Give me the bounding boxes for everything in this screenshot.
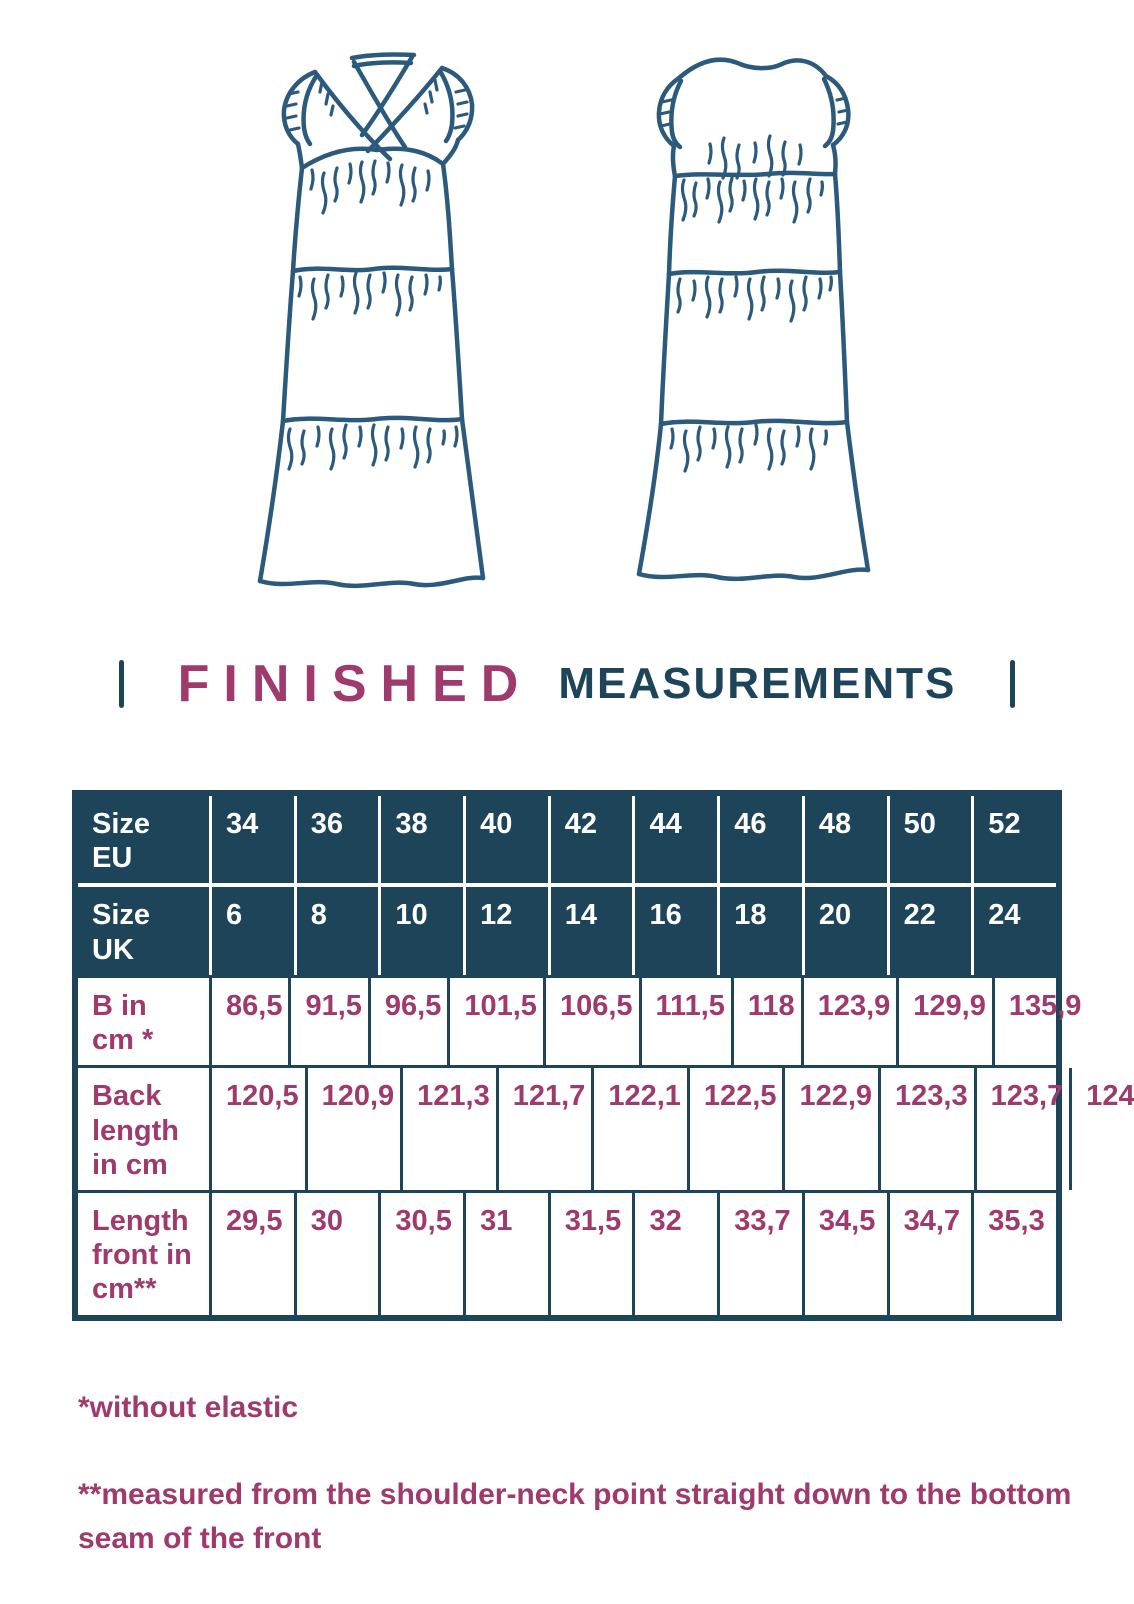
front-length-value: 32 <box>632 1192 717 1315</box>
back-length-value: 122,9 <box>782 1068 878 1190</box>
front-length-value: 34,7 <box>886 1192 972 1315</box>
size-uk-value: 18 <box>717 887 802 975</box>
size-eu-value: 34 <box>209 796 294 884</box>
dress-illustrations <box>0 0 1134 596</box>
size-uk-value: 22 <box>886 887 972 975</box>
back-length-value: 123,7 <box>973 1068 1070 1190</box>
title-word-measurements: MEASUREMENTS <box>558 659 957 708</box>
table-row-front-length: Length front in cm** 29,5 30 30,5 31 31,… <box>78 1189 1056 1315</box>
title-right-bar <box>1010 660 1016 708</box>
back-length-value: 122,1 <box>591 1068 687 1190</box>
size-eu-value: 42 <box>547 796 633 884</box>
bust-value: 86,5 <box>209 977 288 1066</box>
bust-value: 118 <box>730 977 801 1066</box>
row-label-front-length: Length front in cm** <box>92 1204 192 1306</box>
dress-front-view-illustration <box>257 52 486 589</box>
row-label-size-eu: Size EU <box>92 808 151 875</box>
title-word-finished: FINISHED <box>177 655 533 713</box>
size-uk-value: 24 <box>971 887 1056 975</box>
front-length-value: 30,5 <box>378 1192 463 1315</box>
back-length-value: 122,5 <box>686 1068 783 1190</box>
size-eu-value: 52 <box>971 796 1056 884</box>
front-length-value: 31,5 <box>547 1192 633 1315</box>
table-row-bust: B in cm * 86,5 91,5 96,5 101,5 106,5 111… <box>78 974 1081 1066</box>
front-length-value: 33,7 <box>717 1192 802 1315</box>
back-length-value: 121,7 <box>495 1068 592 1190</box>
size-uk-value: 6 <box>209 887 294 975</box>
bust-value: 123,9 <box>800 977 897 1066</box>
front-length-value: 31 <box>463 1192 548 1315</box>
bust-value: 135,9 <box>991 977 1088 1066</box>
size-eu-value: 44 <box>632 796 717 884</box>
finished-measurements-table: Size EU 34 36 38 40 42 44 46 48 50 52 Si… <box>72 790 1134 1321</box>
dress-back-view-illustration <box>636 57 871 582</box>
section-title: FINISHED MEASUREMENTS <box>0 652 1134 716</box>
size-eu-value: 50 <box>886 796 972 884</box>
pattern-measurements-page: { "colors": { "teal_dark": "#1d4459", "t… <box>0 0 1134 1555</box>
bust-value: 101,5 <box>447 977 543 1066</box>
size-uk-value: 16 <box>632 887 717 975</box>
footnote-front-length-measurement: **measured from the shoulder-neck point … <box>78 1478 1072 1555</box>
size-eu-value: 46 <box>717 796 802 884</box>
bust-value: 106,5 <box>542 977 639 1066</box>
size-eu-value: 38 <box>378 796 463 884</box>
size-uk-value: 14 <box>547 887 633 975</box>
row-label-bust: B in cm * <box>92 989 154 1057</box>
footnote-without-elastic: *without elastic <box>78 1391 299 1425</box>
front-length-value: 35,3 <box>971 1192 1056 1315</box>
back-length-value: 120,5 <box>209 1068 305 1190</box>
row-label-size-uk: Size UK <box>92 899 151 966</box>
footnotes: *without elastic **measured from the sho… <box>78 1343 1090 1604</box>
bust-value: 91,5 <box>288 977 367 1066</box>
bust-value: 129,9 <box>896 977 992 1066</box>
size-uk-value: 12 <box>463 887 548 975</box>
title-left-bar <box>118 660 124 708</box>
back-length-value: 124,1 <box>1069 1068 1134 1190</box>
size-uk-value: 8 <box>293 887 379 975</box>
size-eu-value: 36 <box>293 796 379 884</box>
size-eu-value: 40 <box>463 796 548 884</box>
front-length-value: 29,5 <box>209 1192 294 1315</box>
size-uk-value: 10 <box>378 887 463 975</box>
table-row-back-length: Back length in cm 120,5 120,9 121,3 121,… <box>78 1065 1134 1190</box>
bust-value: 96,5 <box>367 977 447 1066</box>
back-length-value: 123,3 <box>878 1068 974 1190</box>
back-length-value: 120,9 <box>304 1068 401 1190</box>
bust-value: 111,5 <box>638 977 731 1066</box>
size-uk-value: 20 <box>801 887 887 975</box>
front-length-value: 30 <box>293 1192 379 1315</box>
front-length-value: 34,5 <box>801 1192 887 1315</box>
size-eu-value: 48 <box>801 796 887 884</box>
row-label-back-length: Back length in cm <box>92 1080 179 1181</box>
table-row-size-uk: Size UK 6 8 10 12 14 16 18 20 22 24 <box>78 883 1056 975</box>
back-length-value: 121,3 <box>400 1068 496 1190</box>
table-row-size-eu: Size EU 34 36 38 40 42 44 46 48 50 52 <box>78 796 1056 884</box>
